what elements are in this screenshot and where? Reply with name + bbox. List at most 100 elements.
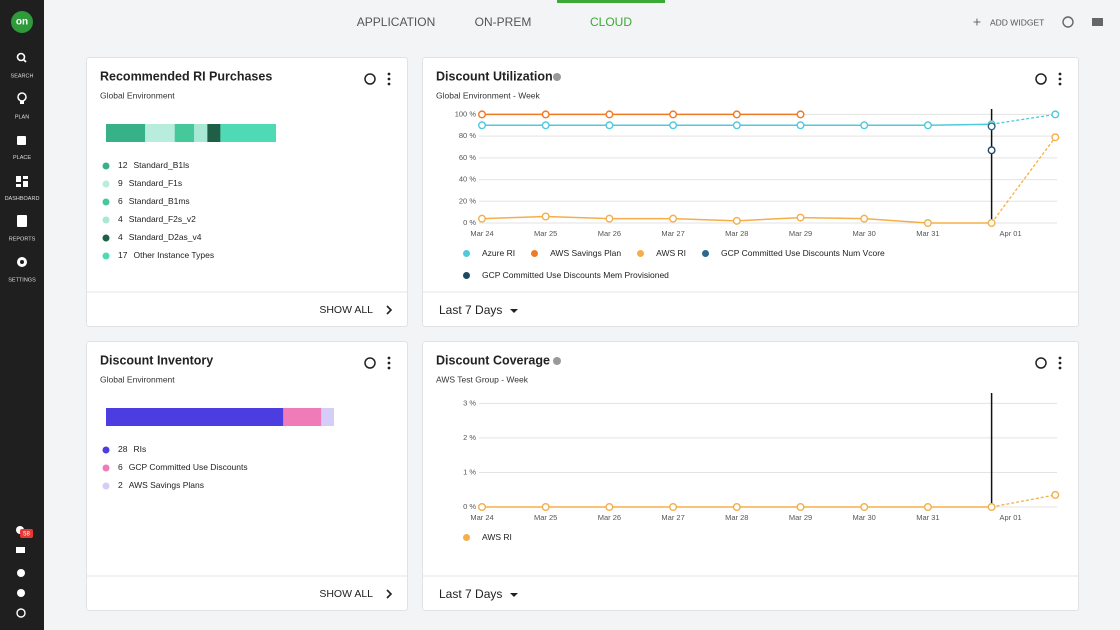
range-selector[interactable]: Last 7 Days xyxy=(439,587,502,601)
widget-subtitle: Global Environment - Week xyxy=(436,90,541,100)
x-tick-label: Mar 30 xyxy=(853,513,876,522)
nav-label[interactable]: SETTINGS xyxy=(8,277,36,283)
widget-title: Discount Inventory xyxy=(100,353,213,367)
help-icon[interactable] xyxy=(364,357,376,369)
legend-dot xyxy=(102,234,110,242)
chevron[interactable] xyxy=(386,589,393,599)
legend-name: AWS Savings Plans xyxy=(129,480,204,490)
widget-title: Discount Utilization xyxy=(436,69,553,83)
data-point xyxy=(605,214,614,223)
y-tick-label: 40 % xyxy=(459,175,476,184)
widget-card: Discount Utilization Global Environment -… xyxy=(422,57,1079,327)
history-icon[interactable] xyxy=(1062,16,1074,28)
data-point xyxy=(669,502,678,511)
data-point xyxy=(541,502,550,511)
data-point xyxy=(923,502,932,511)
legend-text: 2 AWS Savings Plans xyxy=(118,480,204,490)
legend: Azure RI AWS Savings Plan AWS RI GCP Commit… xyxy=(463,245,933,283)
legend-dot xyxy=(102,216,110,224)
legend-name: GCP Committed Use Discounts xyxy=(129,462,248,472)
logo[interactable] xyxy=(11,11,33,33)
help-icon[interactable] xyxy=(1035,357,1047,369)
menu-dot[interactable] xyxy=(387,82,391,86)
legend-label: GCP Committed Use Discounts Mem Provisio… xyxy=(482,270,669,280)
chevron[interactable] xyxy=(386,305,393,315)
widget-title: Discount Coverage xyxy=(436,353,550,367)
bar-segment xyxy=(106,124,146,142)
legend-label: Azure RI xyxy=(482,248,516,258)
legend-count: 6 xyxy=(118,196,123,206)
y-tick-label: 20 % xyxy=(459,196,476,205)
range-selector[interactable]: Last 7 Days xyxy=(439,303,502,317)
sidebar-icons xyxy=(16,52,28,618)
menu-dot[interactable] xyxy=(1058,77,1062,81)
widget-canvas: Discount Inventory Global Environment 28 RI… xyxy=(87,353,407,600)
legend-dot xyxy=(102,482,110,490)
x-tick-label: Mar 27 xyxy=(661,229,684,238)
legend-item: Azure RI xyxy=(463,245,515,261)
x-tick-label: Apr 01 xyxy=(1000,229,1022,238)
data-point xyxy=(796,502,805,511)
nav-label[interactable]: REPORTS xyxy=(9,237,36,243)
x-tick-label: Mar 24 xyxy=(470,229,493,238)
legend-count: 9 xyxy=(118,178,123,188)
menu-dot[interactable] xyxy=(1058,356,1062,360)
menu-dot[interactable] xyxy=(1058,361,1062,365)
data-point xyxy=(478,214,487,223)
menu-dot[interactable] xyxy=(1058,366,1062,370)
dropdown-caret[interactable] xyxy=(510,309,518,313)
menu-dot[interactable] xyxy=(387,356,391,360)
data-point xyxy=(732,110,741,119)
help-icon[interactable] xyxy=(1035,73,1047,85)
help-icon[interactable] xyxy=(364,73,376,85)
tab[interactable]: APPLICATION xyxy=(357,15,435,29)
menu-dot[interactable] xyxy=(387,366,391,370)
widget-card: Discount Inventory Global Environment 28 RI… xyxy=(86,341,408,611)
menu-dot[interactable] xyxy=(387,72,391,76)
legend-item: GCP Committed Use Discounts Num Vcore xyxy=(702,245,885,261)
legend-name: Standard_B1ls xyxy=(133,160,189,170)
nav-label[interactable]: DASHBOARD xyxy=(5,196,40,202)
legend-dot xyxy=(102,464,110,472)
nav-label[interactable]: PLACE xyxy=(13,155,31,161)
data-point xyxy=(987,502,996,511)
data-point xyxy=(987,122,996,131)
menu-dot[interactable] xyxy=(387,77,391,81)
add-widget[interactable]: ADD WIDGET xyxy=(990,17,1044,27)
menu-dot[interactable] xyxy=(1058,72,1062,76)
data-point xyxy=(541,110,550,119)
data-point xyxy=(796,121,805,130)
tab[interactable]: ON-PREM xyxy=(475,15,532,29)
badge xyxy=(20,529,33,538)
info-icon xyxy=(553,357,561,365)
legend-dot xyxy=(531,249,539,257)
menu-dot[interactable] xyxy=(1058,82,1062,86)
show-all[interactable]: SHOW ALL xyxy=(319,304,373,316)
nav-label[interactable]: PLAN xyxy=(15,114,29,120)
data-point xyxy=(923,218,932,227)
legend-item: AWS RI xyxy=(463,529,512,545)
menu-dot[interactable] xyxy=(387,361,391,365)
print-icon[interactable] xyxy=(1092,18,1103,26)
data-point xyxy=(478,121,487,130)
dropdown-caret[interactable] xyxy=(510,593,518,597)
legend-dot xyxy=(102,180,110,188)
legend-count: 4 xyxy=(118,214,123,224)
tab[interactable]: CLOUD xyxy=(590,15,632,29)
x-tick-label: Mar 25 xyxy=(534,229,557,238)
x-tick-label: Mar 30 xyxy=(853,229,876,238)
y-tick-label: 100 % xyxy=(455,109,477,118)
data-point xyxy=(669,121,678,130)
x-tick-label: Mar 25 xyxy=(534,513,557,522)
nav-label[interactable]: SEARCH xyxy=(11,73,34,79)
widget-canvas: Recommended RI Purchases Global Environme… xyxy=(87,69,407,316)
plus-icon: + xyxy=(973,14,981,30)
y-tick-label: 1 % xyxy=(463,467,476,476)
x-tick-label: Mar 26 xyxy=(598,513,621,522)
bar-segment xyxy=(174,124,195,142)
legend-count: 6 xyxy=(118,462,123,472)
show-all[interactable]: SHOW ALL xyxy=(319,588,373,600)
legend: AWS RI xyxy=(463,529,933,545)
bar-segment xyxy=(194,124,208,142)
y-tick-label: 3 % xyxy=(463,398,476,407)
